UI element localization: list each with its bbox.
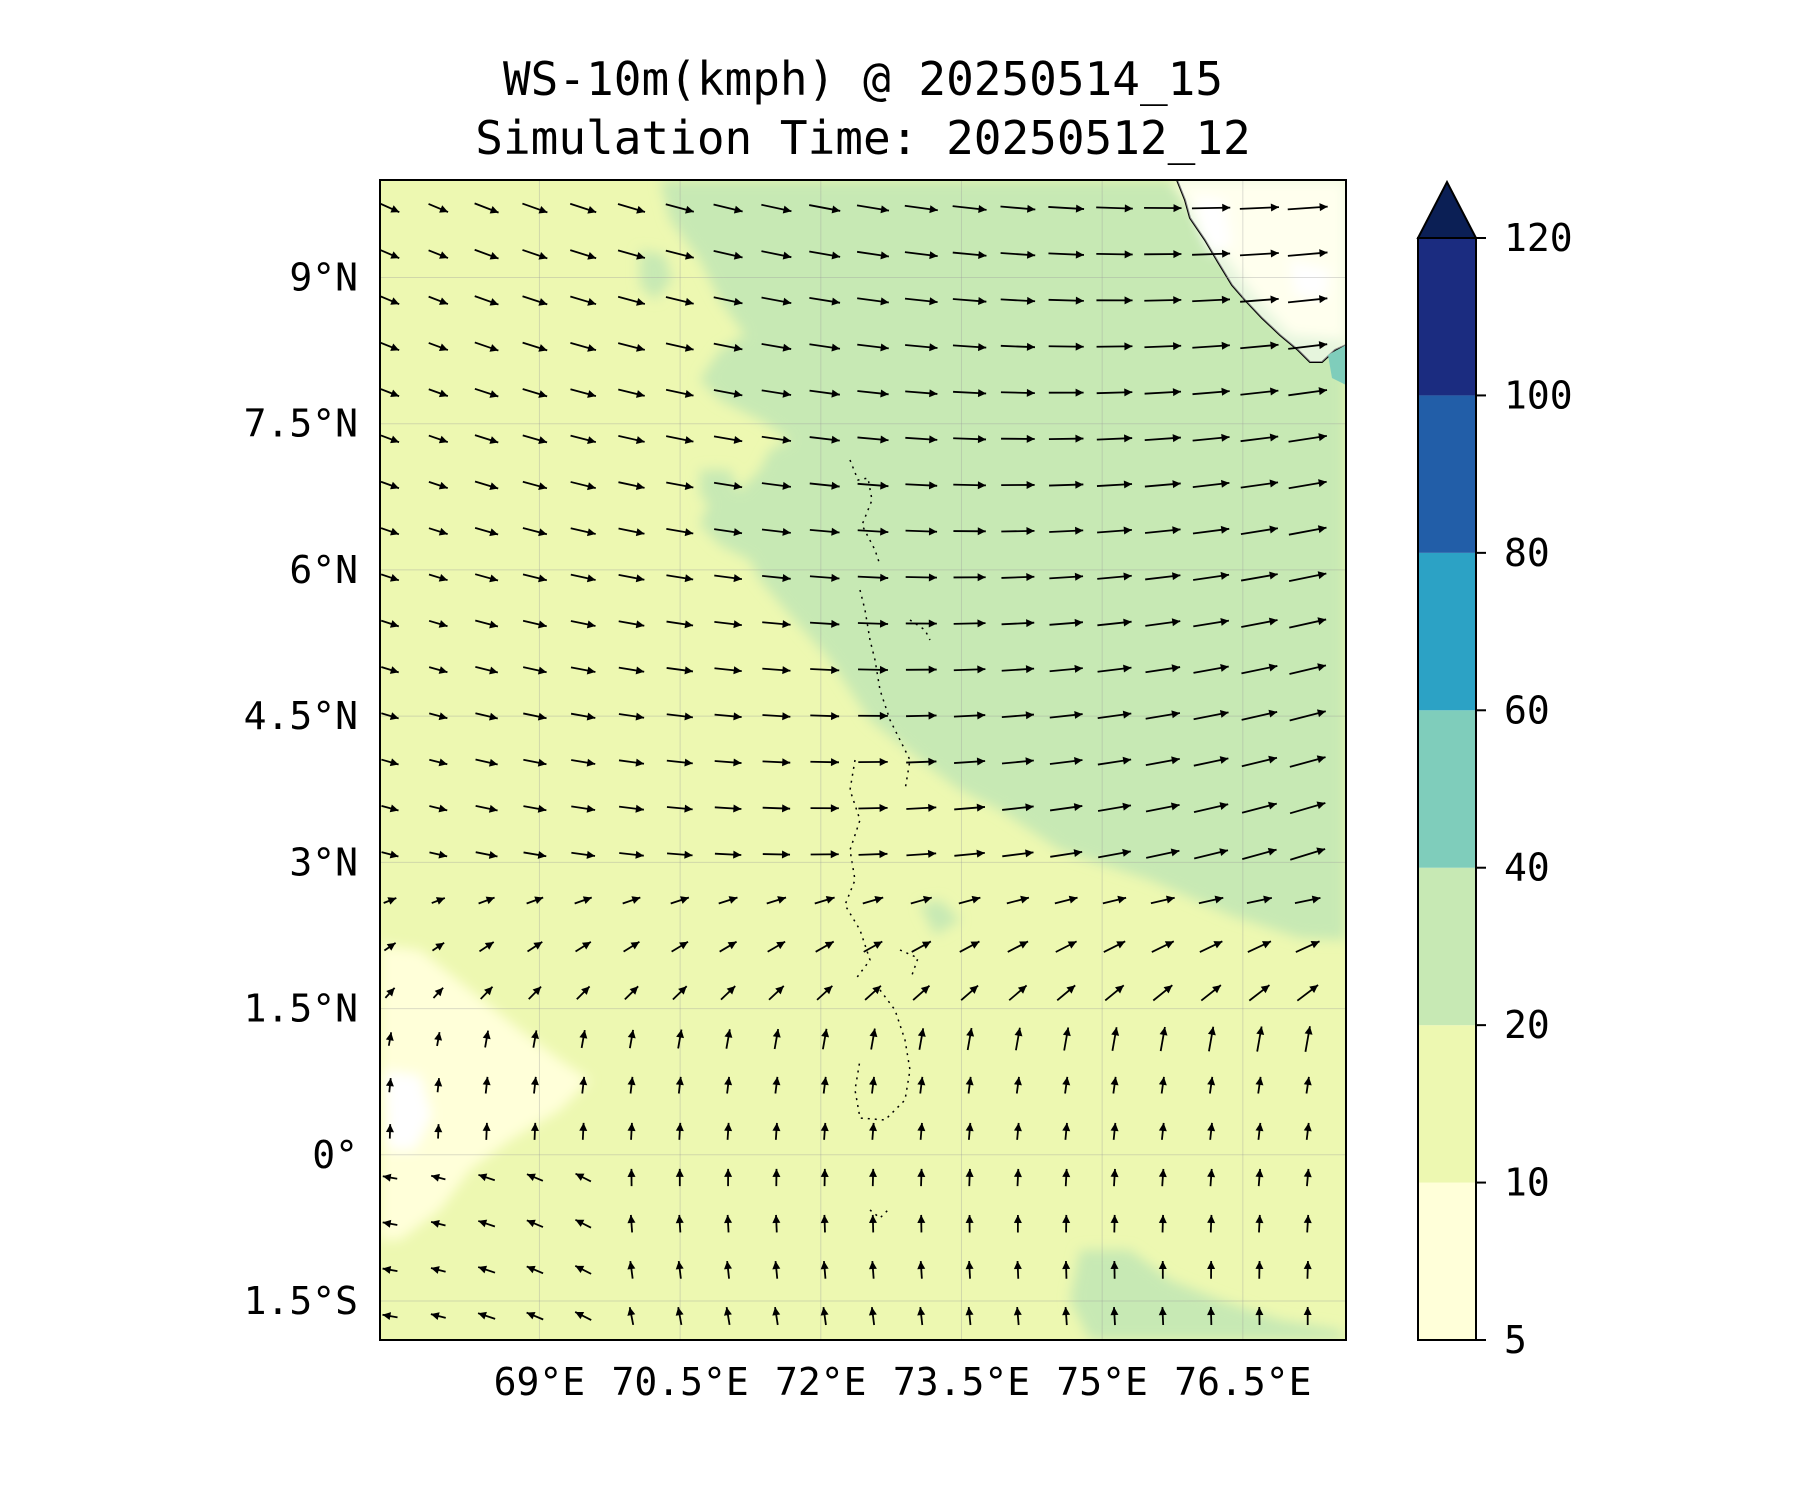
colorbar-level: [1418, 868, 1476, 1025]
lat-tick-label: 1.5°N: [244, 987, 358, 1031]
lat-tick-label: 7.5°N: [244, 402, 358, 446]
title-line-2: Simulation Time: 20250512_12: [475, 111, 1250, 165]
lon-tick-label: 73.5°E: [893, 1360, 1030, 1404]
lat-tick-label: 1.5°S: [244, 1279, 358, 1323]
colorbar-tick-label: 60: [1504, 688, 1550, 732]
lon-tick-label: 69°E: [494, 1360, 586, 1404]
title-line-1: WS-10m(kmph) @ 20250514_15: [503, 52, 1223, 106]
longitude-axis: 69°E 70.5°E 72°E 73.5°E 75°E 76.5°E: [494, 1360, 1312, 1404]
lon-tick-label: 70.5°E: [611, 1360, 748, 1404]
colorbar-extend-arrow: [1418, 182, 1476, 238]
lon-tick-label: 72°E: [775, 1360, 867, 1404]
colorbar-level: [1418, 1025, 1476, 1182]
colorbar-tick-label: 10: [1504, 1161, 1550, 1205]
colorbar-level: [1418, 238, 1476, 395]
lon-tick-label: 76.5°E: [1174, 1360, 1311, 1404]
colorbar: 5 10 20 40 60 80 100 120: [1418, 182, 1573, 1362]
colorbar-tick-label: 80: [1504, 531, 1550, 575]
lon-tick-label: 75°E: [1056, 1360, 1148, 1404]
colorbar-level: [1418, 710, 1476, 867]
colorbar-level: [1418, 553, 1476, 710]
colorbar-tick-label: 100: [1504, 373, 1573, 417]
colorbar-tick-label: 40: [1504, 846, 1550, 890]
lat-tick-label: 0°: [312, 1133, 358, 1177]
colorbar-tick-label: 20: [1504, 1003, 1550, 1047]
lat-tick-label: 6°N: [289, 548, 358, 592]
colorbar-tick-label: 5: [1504, 1318, 1527, 1362]
latitude-axis: 9°N 7.5°N 6°N 4.5°N 3°N 1.5°N 0° 1.5°S: [244, 255, 358, 1323]
colorbar-level: [1418, 395, 1476, 552]
lat-tick-label: 3°N: [289, 840, 358, 884]
lat-tick-label: 9°N: [289, 255, 358, 299]
colorbar-level: [1418, 1183, 1476, 1340]
lat-tick-label: 4.5°N: [244, 694, 358, 738]
colorbar-tick-label: 120: [1504, 216, 1573, 260]
map-panel[interactable]: [380, 180, 1346, 1340]
